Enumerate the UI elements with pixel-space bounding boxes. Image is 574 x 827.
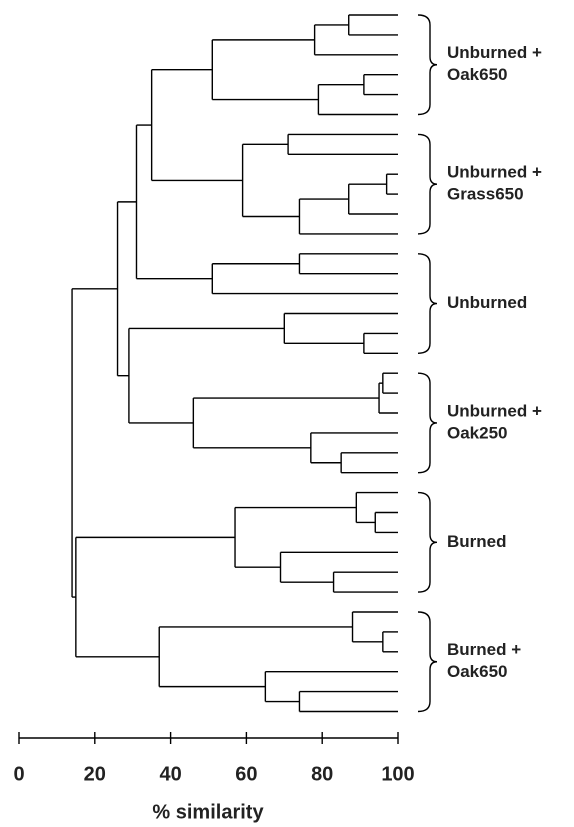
- x-tick-label: 20: [84, 763, 106, 785]
- group-bracket: [417, 372, 438, 474]
- x-tick-label: 80: [311, 763, 333, 785]
- group-label: Oak250: [447, 423, 508, 442]
- x-tick-label: 60: [235, 763, 257, 785]
- group-label: Unburned +: [447, 43, 542, 62]
- x-axis-title: % similarity: [152, 801, 264, 823]
- group-bracket: [417, 491, 438, 593]
- group-bracket: [417, 14, 438, 116]
- x-tick-label: 40: [159, 763, 181, 785]
- group-bracket: [417, 611, 438, 713]
- group-label: Burned: [447, 532, 507, 551]
- group-label: Unburned +: [447, 163, 542, 182]
- group-label: Unburned: [447, 293, 527, 312]
- group-bracket: [417, 133, 438, 235]
- group-label: Grass650: [447, 185, 524, 204]
- group-label: Burned +: [447, 640, 521, 659]
- x-tick-label: 0: [13, 763, 24, 785]
- x-tick-label: 100: [381, 763, 414, 785]
- group-label: Unburned +: [447, 401, 542, 420]
- group-bracket: [417, 253, 438, 354]
- group-label: Oak650: [447, 65, 508, 84]
- group-label: Oak650: [447, 662, 508, 681]
